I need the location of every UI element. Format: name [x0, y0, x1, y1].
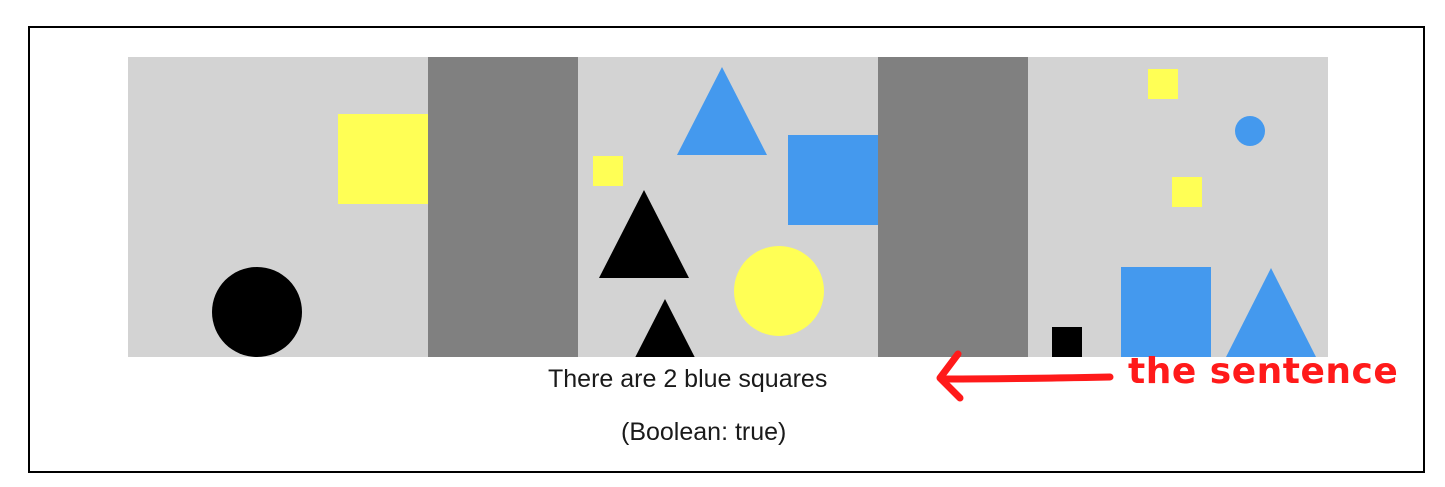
- annotation-arrow: [936, 350, 1114, 402]
- annotation-label: the sentence: [1128, 351, 1399, 392]
- black-small-square-shape: [1052, 327, 1082, 357]
- blue-square-shape-2: [1121, 267, 1211, 357]
- black-triangle-shape: [599, 190, 689, 278]
- blue-square-shape: [788, 135, 878, 225]
- divider-2: [878, 57, 1028, 357]
- blue-circle-shape: [1235, 116, 1265, 146]
- yellow-small-square-shape-3: [1172, 177, 1202, 207]
- black-circle-shape: [212, 267, 302, 357]
- yellow-square-shape: [338, 114, 428, 204]
- boolean-text: (Boolean: true): [621, 418, 787, 446]
- sentence-text: There are 2 blue squares: [548, 365, 828, 393]
- black-triangle-shape-2: [635, 299, 695, 357]
- yellow-small-square-shape: [593, 156, 623, 186]
- yellow-small-square-shape-2: [1148, 69, 1178, 99]
- blue-triangle-shape: [677, 67, 767, 155]
- blue-triangle-shape-2: [1226, 268, 1316, 357]
- yellow-circle-shape: [734, 246, 824, 336]
- divider-1: [428, 57, 578, 357]
